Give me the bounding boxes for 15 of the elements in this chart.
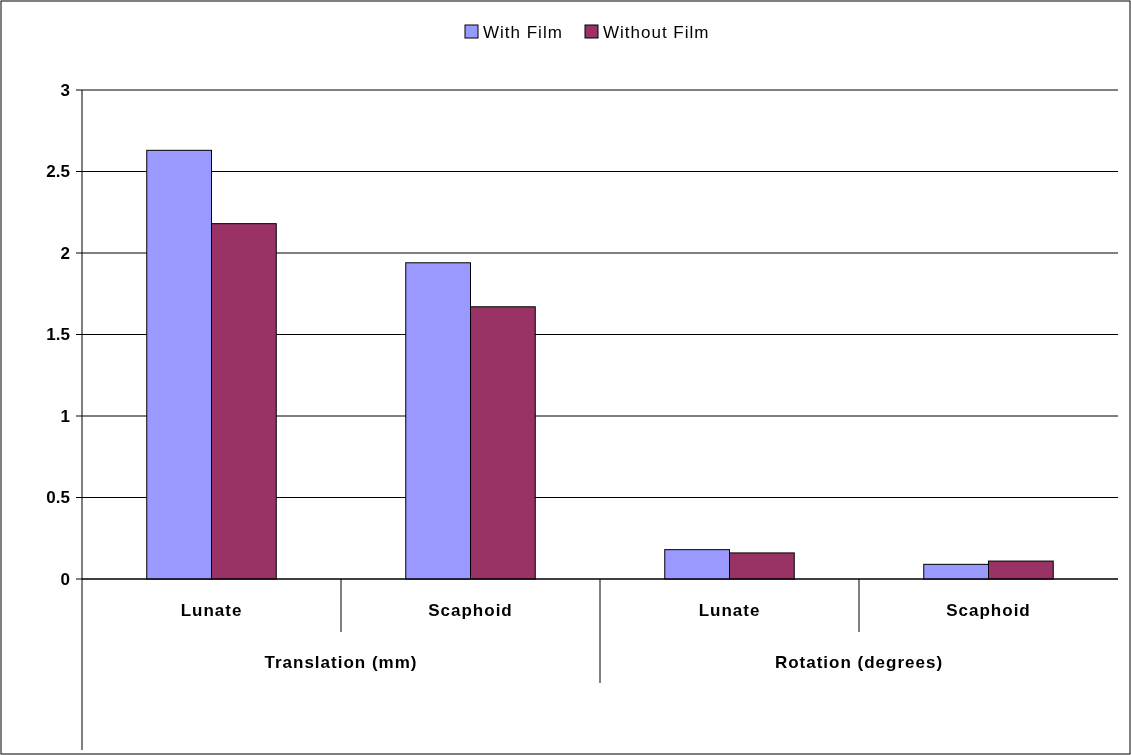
y-tick-label: 3 bbox=[60, 80, 70, 100]
y-tick-label: 1.5 bbox=[46, 325, 70, 345]
text: Rotation (degrees) bbox=[774, 653, 944, 672]
x-tick-label: Scaphoid bbox=[428, 601, 513, 620]
legend-label: Without Film bbox=[603, 22, 710, 42]
y-tick-label: 0 bbox=[60, 569, 70, 589]
x-tick-label: Lunate bbox=[180, 601, 243, 620]
x-tick-label: Scaphoid bbox=[946, 601, 1031, 620]
y-tick-label: 0.5 bbox=[46, 488, 70, 508]
y-tick-label: 2 bbox=[60, 243, 70, 263]
legend-label: With Film bbox=[483, 22, 563, 42]
y-tick-label: 2.5 bbox=[46, 162, 70, 182]
x-tick-label: Lunate bbox=[698, 601, 761, 620]
y-tick-label: 1 bbox=[60, 406, 70, 426]
text: Translation (mm) bbox=[264, 653, 418, 672]
